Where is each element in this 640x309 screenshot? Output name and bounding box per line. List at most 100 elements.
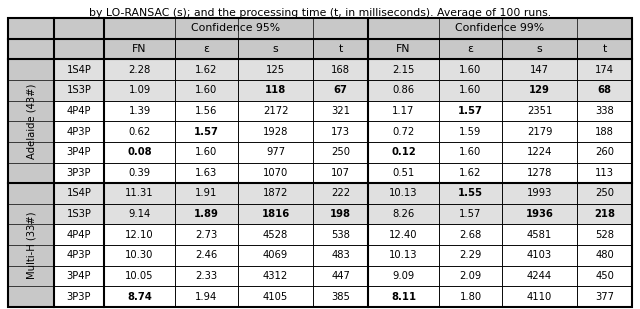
Bar bbox=[577, 163, 632, 183]
Text: 250: 250 bbox=[331, 147, 350, 157]
Text: FN: FN bbox=[132, 44, 147, 54]
Text: 450: 450 bbox=[595, 271, 614, 281]
Bar bbox=[104, 121, 175, 142]
Bar bbox=[238, 39, 313, 59]
Text: 2.29: 2.29 bbox=[460, 250, 482, 260]
Text: 11.31: 11.31 bbox=[125, 188, 154, 198]
Text: 10.05: 10.05 bbox=[125, 271, 154, 281]
Text: 1.39: 1.39 bbox=[129, 106, 150, 116]
Bar bbox=[104, 18, 368, 39]
Text: 1.57: 1.57 bbox=[458, 106, 483, 116]
Bar bbox=[104, 59, 175, 80]
Bar bbox=[439, 266, 502, 286]
Text: 125: 125 bbox=[266, 65, 285, 74]
Bar bbox=[238, 286, 313, 307]
Bar bbox=[368, 183, 439, 204]
Bar bbox=[313, 121, 368, 142]
Bar bbox=[313, 39, 368, 59]
Bar bbox=[54, 224, 104, 245]
Text: t: t bbox=[339, 44, 342, 54]
Text: 218: 218 bbox=[594, 209, 615, 219]
Text: 4103: 4103 bbox=[527, 250, 552, 260]
Bar bbox=[104, 100, 175, 121]
Bar bbox=[368, 80, 439, 100]
Bar bbox=[54, 142, 104, 163]
Text: Confidence 99%: Confidence 99% bbox=[456, 23, 545, 33]
Text: 1.60: 1.60 bbox=[195, 85, 218, 95]
Text: 1S3P: 1S3P bbox=[67, 85, 92, 95]
Text: 1816: 1816 bbox=[261, 209, 290, 219]
Text: 2.68: 2.68 bbox=[460, 230, 482, 240]
Bar bbox=[577, 266, 632, 286]
Text: 1.89: 1.89 bbox=[194, 209, 219, 219]
Bar bbox=[502, 100, 577, 121]
Bar bbox=[313, 100, 368, 121]
Bar bbox=[502, 224, 577, 245]
Text: 4105: 4105 bbox=[263, 292, 288, 302]
Bar bbox=[238, 163, 313, 183]
Bar bbox=[175, 266, 238, 286]
Text: s: s bbox=[537, 44, 542, 54]
Bar bbox=[54, 286, 104, 307]
Bar bbox=[368, 245, 439, 266]
Bar bbox=[175, 183, 238, 204]
Bar bbox=[175, 142, 238, 163]
Bar bbox=[8, 39, 54, 59]
Text: 977: 977 bbox=[266, 147, 285, 157]
Text: 9.09: 9.09 bbox=[392, 271, 415, 281]
Text: 3P3P: 3P3P bbox=[67, 292, 92, 302]
Text: ε: ε bbox=[204, 44, 209, 54]
Text: 528: 528 bbox=[595, 230, 614, 240]
Text: 1278: 1278 bbox=[527, 168, 552, 178]
Bar bbox=[175, 224, 238, 245]
Bar bbox=[439, 100, 502, 121]
Bar bbox=[439, 39, 502, 59]
Bar bbox=[368, 100, 439, 121]
Text: 8.11: 8.11 bbox=[391, 292, 416, 302]
Bar bbox=[577, 39, 632, 59]
Bar bbox=[313, 59, 368, 80]
Bar bbox=[238, 245, 313, 266]
Text: 12.10: 12.10 bbox=[125, 230, 154, 240]
Bar bbox=[313, 245, 368, 266]
Bar bbox=[368, 121, 439, 142]
Bar bbox=[175, 39, 238, 59]
Text: 447: 447 bbox=[331, 271, 350, 281]
Text: 338: 338 bbox=[595, 106, 614, 116]
Bar bbox=[313, 80, 368, 100]
Text: 4P3P: 4P3P bbox=[67, 250, 92, 260]
Bar bbox=[54, 183, 104, 204]
Bar bbox=[104, 80, 175, 100]
Bar bbox=[577, 245, 632, 266]
Text: 68: 68 bbox=[598, 85, 611, 95]
Bar bbox=[175, 286, 238, 307]
Bar bbox=[368, 39, 439, 59]
Bar bbox=[238, 183, 313, 204]
Bar bbox=[577, 183, 632, 204]
Text: 1.60: 1.60 bbox=[460, 85, 482, 95]
Text: 67: 67 bbox=[333, 85, 348, 95]
Text: 1S4P: 1S4P bbox=[67, 65, 92, 74]
Text: by LO-RANSAC (s); and the processing time (t, in milliseconds). Average of 100 r: by LO-RANSAC (s); and the processing tim… bbox=[89, 8, 551, 18]
Bar bbox=[577, 142, 632, 163]
Bar bbox=[439, 121, 502, 142]
Bar bbox=[502, 80, 577, 100]
Text: 1.60: 1.60 bbox=[195, 147, 218, 157]
Bar bbox=[104, 266, 175, 286]
Bar bbox=[104, 39, 175, 59]
Text: 2172: 2172 bbox=[263, 106, 288, 116]
Text: 113: 113 bbox=[595, 168, 614, 178]
Text: 0.62: 0.62 bbox=[129, 127, 150, 137]
Bar bbox=[368, 224, 439, 245]
Bar bbox=[313, 204, 368, 224]
Bar bbox=[439, 204, 502, 224]
Bar bbox=[439, 245, 502, 266]
Text: 174: 174 bbox=[595, 65, 614, 74]
Text: Adelaide (43#): Adelaide (43#) bbox=[26, 83, 36, 159]
Text: 480: 480 bbox=[595, 250, 614, 260]
Bar bbox=[577, 121, 632, 142]
Bar bbox=[577, 100, 632, 121]
Bar bbox=[313, 163, 368, 183]
Text: 2.46: 2.46 bbox=[195, 250, 218, 260]
Text: 129: 129 bbox=[529, 85, 550, 95]
